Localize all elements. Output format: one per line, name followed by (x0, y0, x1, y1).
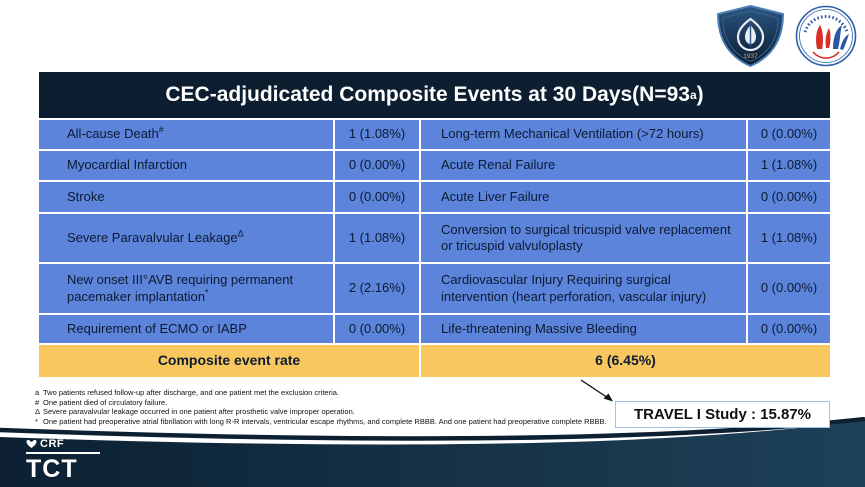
table-title: CEC-adjudicated Composite Events at 30 D… (39, 72, 830, 118)
table-row-event-cell: Conversion to surgical tricuspid valve r… (421, 214, 746, 262)
table-row-event-cell: All-cause Death# (39, 120, 333, 149)
table-row-value-cell: 0 (0.00%) (748, 120, 830, 149)
table-row-event-cell: Stroke (39, 182, 333, 212)
table-row-event-cell: Life-threatening Massive Bleeding (421, 315, 746, 343)
footnote-line: # One patient died of circulatory failure… (35, 397, 168, 407)
composite-event-rate-label: Composite event rate (39, 345, 419, 377)
table-title-text: CEC-adjudicated Composite Events at 30 D… (165, 83, 690, 106)
table-row-event-cell: Acute Liver Failure (421, 182, 746, 212)
hospital-shield-logo-icon: 1937 (716, 5, 785, 67)
research-center-round-logo-icon (795, 5, 857, 67)
crf-label: CRF (40, 438, 65, 450)
crf-trademark: ' (67, 439, 69, 445)
composite-event-rate-value: 6 (6.45%) (421, 345, 830, 377)
logo-group: 1937 (714, 5, 857, 67)
footnote-line: Δ Severe paravalvular leakage occurred in… (35, 407, 355, 417)
table-row-value-cell: 0 (0.00%) (748, 182, 830, 212)
table-row-event-cell: Acute Renal Failure (421, 151, 746, 180)
events-table: All-cause Death# 1 (1.08%) Long-term Mec… (39, 120, 830, 377)
shield-year-label: 1937 (743, 53, 758, 60)
tct-label: TCT (26, 455, 78, 483)
table-row-value-cell: 1 (1.08%) (748, 151, 830, 180)
table-row-value-cell: 0 (0.00%) (335, 151, 419, 180)
footnote-line: a Two patients refused follow-up after di… (35, 388, 339, 397)
tct-crf-branding: CRF ' TCT (26, 438, 100, 484)
table-row-event-cell: Severe Paravalvular LeakageΔ (39, 214, 333, 262)
footnote-line: * One patient had preoperative atrial fib… (35, 416, 607, 426)
crf-heart-icon (26, 439, 37, 448)
table-row-event-cell: Requirement of ECMO or IABP (39, 315, 333, 343)
table-row-value-cell: 0 (0.00%) (748, 315, 830, 343)
travel-study-label: TRAVEL I Study : 15.87% (634, 406, 811, 423)
table-row-event-cell: Cardiovascular Injury Requiring surgical… (421, 264, 746, 313)
table-row-value-cell: 0 (0.00%) (748, 264, 830, 313)
travel-study-callout: TRAVEL I Study : 15.87% (615, 401, 830, 428)
table-row-value-cell: 1 (1.08%) (748, 214, 830, 262)
table-row-value-cell: 1 (1.08%) (335, 214, 419, 262)
table-row-value-cell: 0 (0.00%) (335, 315, 419, 343)
table-row-event-cell: Long-term Mechanical Ventilation (>72 ho… (421, 120, 746, 149)
table-row-value-cell: 2 (2.16%) (335, 264, 419, 313)
footnotes: a Two patients refused follow-up after di… (35, 388, 635, 426)
table-row-value-cell: 0 (0.00%) (335, 182, 419, 212)
table-row-event-cell: New onset III°AVB requiring permanent pa… (39, 264, 333, 313)
table-row-event-cell: Myocardial Infarction (39, 151, 333, 180)
table-title-suffix: ) (696, 83, 704, 106)
crf-logo: CRF ' (26, 438, 100, 454)
table-row-value-cell: 1 (1.08%) (335, 120, 419, 149)
